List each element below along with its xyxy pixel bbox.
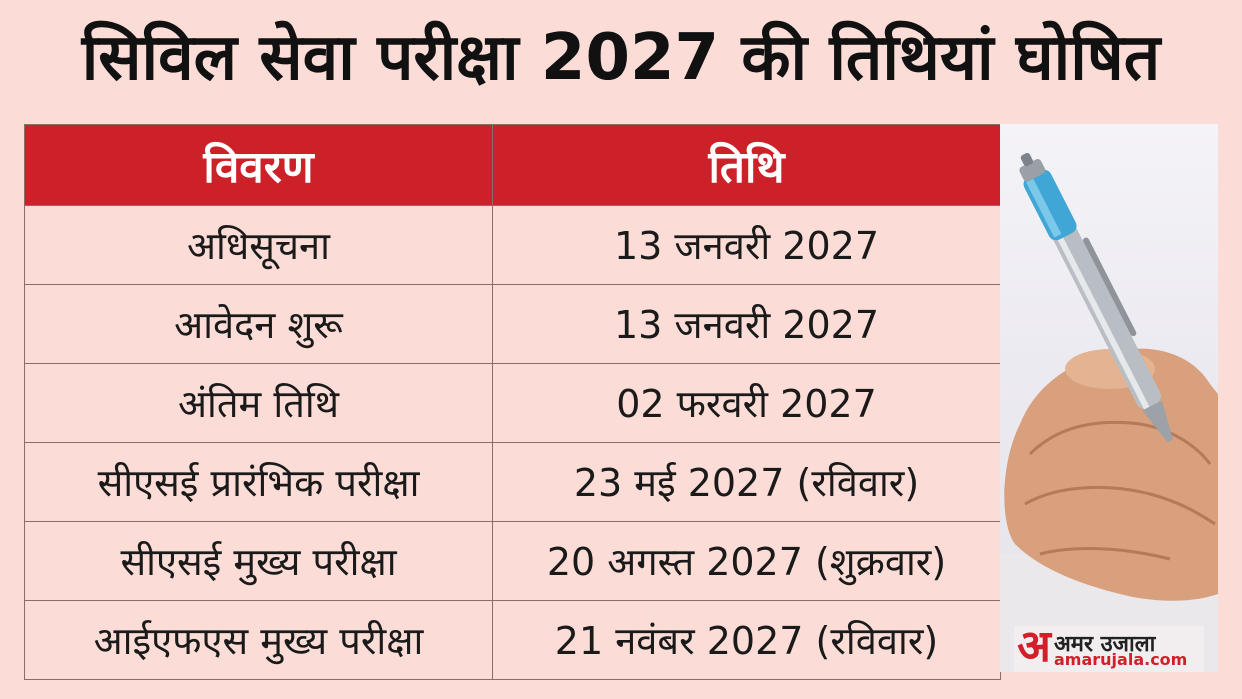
logo-url: amarujala.com	[1054, 650, 1188, 669]
table-row: अधिसूचना 13 जनवरी 2027	[24, 205, 1001, 285]
row-date: 13 जनवरी 2027	[492, 284, 1001, 364]
table-row: आईएफएस मुख्य परीक्षा 21 नवंबर 2027 (रविव…	[24, 600, 1001, 680]
table-header-row: विवरण तिथि	[24, 124, 1001, 206]
row-date: 02 फरवरी 2027	[492, 363, 1001, 443]
row-date: 13 जनवरी 2027	[492, 205, 1001, 285]
pen-hand-illustration	[1000, 152, 1218, 672]
page-title: सिविल सेवा परीक्षा 2027 की तिथियां घोषित	[81, 21, 1161, 95]
table-row: आवेदन शुरू 13 जनवरी 2027	[24, 284, 1001, 364]
row-label: अंतिम तिथि	[24, 363, 493, 443]
row-label: आवेदन शुरू	[24, 284, 493, 364]
brand-logo: अ अमर उजाला amarujala.com	[1014, 622, 1204, 672]
row-label: सीएसई मुख्य परीक्षा	[24, 521, 493, 601]
table-row: सीएसई मुख्य परीक्षा 20 अगस्त 2027 (शुक्र…	[24, 521, 1001, 601]
hand-writing-photo	[1000, 124, 1218, 672]
table-row: सीएसई प्रारंभिक परीक्षा 23 मई 2027 (रविव…	[24, 442, 1001, 522]
row-label: सीएसई प्रारंभिक परीक्षा	[24, 442, 493, 522]
row-label: अधिसूचना	[24, 205, 493, 285]
schedule-table: विवरण तिथि अधिसूचना 13 जनवरी 2027 आवेदन …	[24, 124, 1001, 680]
row-date: 23 मई 2027 (रविवार)	[492, 442, 1001, 522]
header-description: विवरण	[24, 124, 493, 206]
logo-mark: अ	[1017, 621, 1051, 672]
header-date: तिथि	[492, 124, 1001, 206]
row-date: 21 नवंबर 2027 (रविवार)	[492, 600, 1001, 680]
logo-name: अमर उजाला	[1054, 632, 1156, 657]
row-label: आईएफएस मुख्य परीक्षा	[24, 600, 493, 680]
row-date: 20 अगस्त 2027 (शुक्रवार)	[492, 521, 1001, 601]
table-row: अंतिम तिथि 02 फरवरी 2027	[24, 363, 1001, 443]
